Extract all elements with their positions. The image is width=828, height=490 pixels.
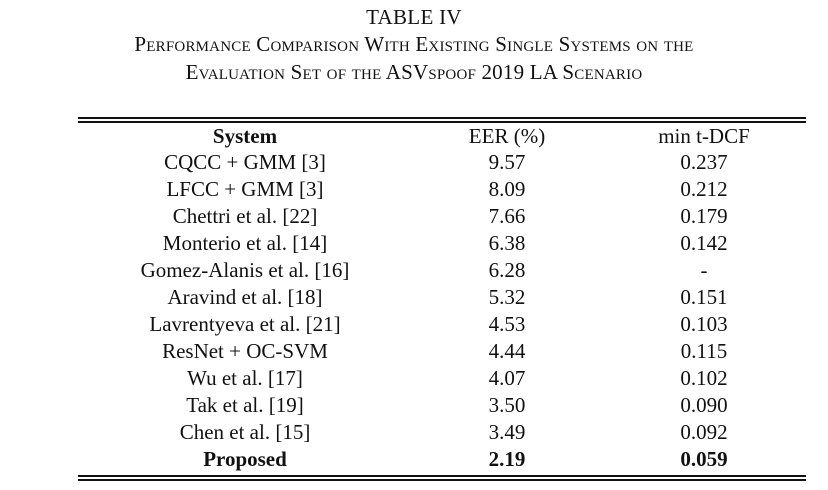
top-rule-outer (78, 117, 806, 119)
cell-min-tdcf: 0.237 (680, 150, 728, 174)
cell-min-tdcf: 0.151 (680, 285, 728, 309)
cell-eer: 6.28 (488, 258, 526, 282)
cell-min-tdcf: 0.179 (680, 204, 728, 228)
table-row: Tak et al. [19] 3.50 0.090 (78, 392, 806, 419)
header-row: System EER (%) min t-DCF (78, 123, 806, 149)
cell-eer: 5.32 (488, 285, 526, 309)
cell-system: CQCC + GMM [3] (164, 150, 326, 174)
cell-system: Chen et al. [15] (179, 420, 311, 444)
bottom-rule-inner (78, 475, 806, 477)
cell-min-tdcf: 0.102 (680, 366, 728, 390)
table-row: CQCC + GMM [3] 9.57 0.237 (78, 149, 806, 176)
cell-min-tdcf: 0.115 (680, 339, 728, 363)
cell-eer: 4.44 (488, 339, 526, 363)
cell-min-tdcf: 0.090 (680, 393, 728, 417)
cell-eer: 6.38 (488, 231, 526, 255)
comparison-table: System EER (%) min t-DCF CQCC + GMM [3] … (78, 123, 806, 473)
cell-system: Chettri et al. [22] (172, 204, 318, 228)
cell-min-tdcf: - (700, 258, 708, 282)
header-min-tdcf: min t-DCF (658, 124, 750, 148)
cell-min-tdcf: 0.103 (680, 312, 728, 336)
cell-system: LFCC + GMM [3] (166, 177, 324, 201)
bottom-rule-outer (78, 479, 806, 481)
table-row: Wu et al. [17] 4.07 0.102 (78, 365, 806, 392)
cell-min-tdcf: 0.142 (680, 231, 728, 255)
table-row: ResNet + OC-SVM 4.44 0.115 (78, 338, 806, 365)
header-system: System (212, 124, 278, 148)
cell-eer: 2.19 (488, 447, 526, 471)
table-row: Monterio et al. [14] 6.38 0.142 (78, 230, 806, 257)
cell-eer: 9.57 (488, 150, 526, 174)
cell-eer: 7.66 (488, 204, 526, 228)
cell-system: Tak et al. [19] (186, 393, 304, 417)
table-row: Chen et al. [15] 3.49 0.092 (78, 419, 806, 446)
table-row: Gomez-Alanis et al. [16] 6.28 - (78, 257, 806, 284)
cell-system: Aravind et al. [18] (167, 285, 323, 309)
table-row: Aravind et al. [18] 5.32 0.151 (78, 284, 806, 311)
cell-min-tdcf: 0.092 (680, 420, 728, 444)
top-rule-inner (78, 121, 806, 123)
table-row: Chettri et al. [22] 7.66 0.179 (78, 203, 806, 230)
table-caption: TABLE IV Performance Comparison With Exi… (0, 4, 828, 86)
table-row-proposed: Proposed 2.19 0.059 (78, 446, 806, 473)
cell-system: Wu et al. [17] (187, 366, 303, 390)
cell-system: Gomez-Alanis et al. [16] (140, 258, 350, 282)
cell-system: Monterio et al. [14] (162, 231, 328, 255)
cell-system: Lavrentyeva et al. [21] (149, 312, 341, 336)
cell-eer: 4.07 (488, 366, 526, 390)
cell-system: ResNet + OC-SVM (162, 339, 328, 363)
cell-min-tdcf: 0.212 (680, 177, 728, 201)
caption-line-2: Evaluation Set of the ASVspoof 2019 LA S… (185, 60, 643, 84)
table-row: Lavrentyeva et al. [21] 4.53 0.103 (78, 311, 806, 338)
header-eer: EER (%) (468, 124, 546, 148)
cell-system: Proposed (203, 447, 287, 471)
table-label: TABLE IV (366, 5, 462, 29)
table-row: LFCC + GMM [3] 8.09 0.212 (78, 176, 806, 203)
cell-eer: 3.50 (488, 393, 526, 417)
cell-eer: 8.09 (488, 177, 526, 201)
caption-line-1: Performance Comparison With Existing Sin… (134, 32, 694, 56)
cell-min-tdcf: 0.059 (680, 447, 728, 471)
cell-eer: 3.49 (488, 420, 526, 444)
cell-eer: 4.53 (488, 312, 526, 336)
